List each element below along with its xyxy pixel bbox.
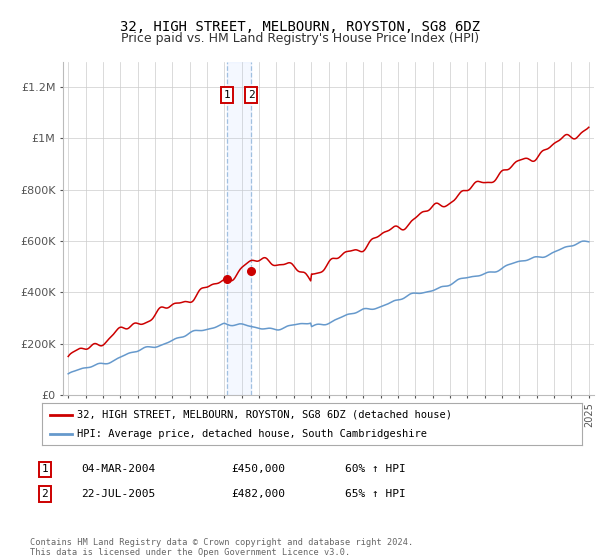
Text: £450,000: £450,000 (231, 464, 285, 474)
Text: 60% ↑ HPI: 60% ↑ HPI (345, 464, 406, 474)
Text: 2: 2 (41, 489, 49, 499)
Text: 65% ↑ HPI: 65% ↑ HPI (345, 489, 406, 499)
Text: 32, HIGH STREET, MELBOURN, ROYSTON, SG8 6DZ (detached house): 32, HIGH STREET, MELBOURN, ROYSTON, SG8 … (77, 409, 452, 419)
Text: 1: 1 (41, 464, 49, 474)
Text: 04-MAR-2004: 04-MAR-2004 (81, 464, 155, 474)
Bar (227, 62, 251, 395)
Text: 2: 2 (248, 90, 254, 100)
Text: 1: 1 (224, 90, 231, 100)
Text: Price paid vs. HM Land Registry's House Price Index (HPI): Price paid vs. HM Land Registry's House … (121, 32, 479, 45)
Text: Contains HM Land Registry data © Crown copyright and database right 2024.
This d: Contains HM Land Registry data © Crown c… (30, 538, 413, 557)
Text: 22-JUL-2005: 22-JUL-2005 (81, 489, 155, 499)
Text: HPI: Average price, detached house, South Cambridgeshire: HPI: Average price, detached house, Sout… (77, 429, 427, 439)
Text: £482,000: £482,000 (231, 489, 285, 499)
Text: 32, HIGH STREET, MELBOURN, ROYSTON, SG8 6DZ: 32, HIGH STREET, MELBOURN, ROYSTON, SG8 … (120, 20, 480, 34)
